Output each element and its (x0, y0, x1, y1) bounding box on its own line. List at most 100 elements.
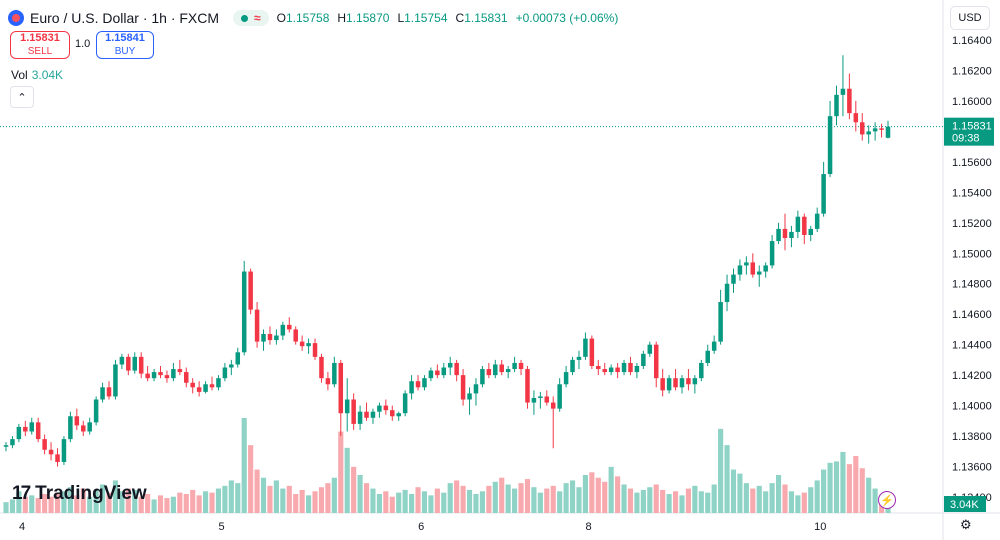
volume-bar (54, 492, 61, 513)
collapse-legend-button[interactable]: ⌃ (10, 86, 34, 108)
volume-bar (692, 485, 698, 513)
x-tick-label: 10 (814, 521, 826, 533)
candle-body (119, 356, 125, 365)
candle-body (673, 378, 678, 388)
sell-label: SELL (27, 46, 53, 57)
last-price-tag (944, 117, 994, 146)
candle-body (795, 216, 801, 232)
candle-body (744, 262, 749, 266)
volume-bar (338, 431, 344, 513)
candle-body (679, 378, 685, 388)
volume-bar (228, 480, 234, 513)
volume-bar (479, 491, 485, 513)
volume-tag-value: 3.04K (950, 499, 979, 511)
volume-bar (196, 495, 202, 513)
volume-bar (241, 418, 247, 513)
volume-bar (293, 494, 299, 513)
settings-gear-icon[interactable]: ⚙ (960, 517, 972, 532)
volume-bar (833, 461, 840, 513)
y-tick-label: 1.14400 (952, 340, 992, 352)
volume-bar (743, 483, 749, 513)
candle-body (254, 309, 260, 342)
volume-bar (724, 445, 730, 513)
candle-body (402, 393, 408, 414)
volume-bar (306, 495, 312, 513)
y-tick-label: 1.13800 (952, 431, 992, 443)
x-tick-label: 6 (418, 521, 424, 533)
currency-selector[interactable]: USD (950, 6, 990, 30)
candle-body (287, 324, 292, 330)
candle-body (106, 387, 112, 397)
sell-button[interactable]: 1.15831 SELL (10, 31, 70, 59)
candle-body (29, 422, 35, 432)
volume-bar (389, 496, 395, 513)
candle-body (847, 88, 852, 114)
candle-body (177, 369, 183, 373)
lightning-icon[interactable]: ⚡ (878, 491, 896, 509)
volume-bar (222, 485, 228, 513)
volume-bar (569, 480, 576, 513)
volume-bar (518, 483, 524, 513)
x-tick-label: 8 (585, 521, 591, 533)
candle-body (55, 454, 60, 462)
tradingview-logo[interactable]: 17 TradingView (12, 483, 147, 505)
volume-bar (582, 475, 588, 513)
brand-name: TradingView (35, 483, 147, 504)
y-tick-label: 1.13600 (952, 462, 992, 474)
y-tick-label: 1.16400 (952, 35, 992, 47)
candle-body (16, 426, 22, 440)
volume-bar (801, 492, 807, 513)
volume-bar (42, 494, 48, 513)
candle-body (357, 411, 363, 424)
volume-bar (608, 466, 614, 513)
volume-bar (634, 492, 640, 513)
candle-body (460, 375, 466, 400)
candle-body (151, 372, 157, 379)
volume-bar (647, 487, 653, 513)
candle-body (789, 231, 794, 239)
volume-bar (87, 496, 93, 513)
candle-body (447, 362, 453, 368)
volume-bar (3, 502, 9, 513)
buy-button[interactable]: 1.15841 BUY (96, 31, 154, 59)
wave-icon: ≈ (254, 11, 261, 25)
volume-bar (67, 487, 73, 513)
candle-body (184, 372, 189, 383)
volume-bar (466, 489, 473, 513)
candle-body (608, 367, 614, 373)
volume-bar (421, 491, 428, 513)
sell-price: 1.15831 (20, 32, 60, 44)
volume-bar (363, 483, 370, 513)
candle-body (853, 113, 859, 123)
change-value: +0.00073 (+0.06%) (515, 11, 619, 25)
volume-bar (267, 485, 273, 513)
candle-body (641, 353, 646, 366)
symbol-title[interactable]: Euro / U.S. Dollar · 1h · FXCM (30, 10, 220, 26)
candle-body (87, 422, 92, 432)
candle-body (241, 271, 247, 353)
volume-bar (615, 476, 621, 513)
volume-bar (183, 494, 189, 513)
currency-flag-icon (8, 10, 24, 26)
volume-bar (544, 488, 550, 513)
volume-bar (859, 468, 865, 513)
candle-body (699, 362, 704, 379)
volume-bar (312, 491, 318, 513)
volume-bar (48, 496, 54, 513)
volume-bar (280, 488, 286, 513)
buy-label: BUY (114, 46, 136, 57)
volume-bar (711, 484, 717, 513)
volume-bar (119, 491, 125, 513)
candle-body (319, 356, 324, 379)
candle-body (441, 367, 447, 376)
candle-body (306, 343, 311, 347)
candle-body (544, 396, 550, 403)
candle-body (538, 396, 543, 398)
candle-body (383, 405, 389, 411)
candle-body (196, 387, 202, 392)
candle-body (293, 329, 298, 342)
volume-bar (415, 487, 421, 513)
buy-price: 1.15841 (105, 32, 145, 44)
market-status-pill[interactable]: ≈ (233, 10, 269, 26)
